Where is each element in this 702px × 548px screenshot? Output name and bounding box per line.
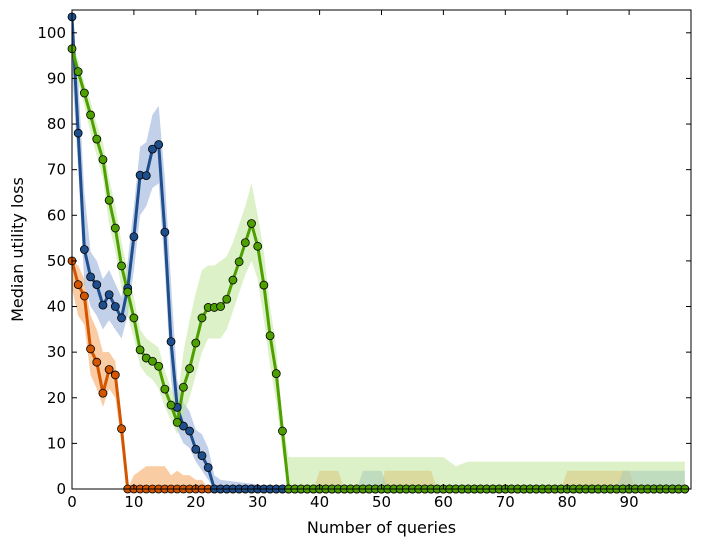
series-3-point [179,382,188,392]
series-1-point [79,291,89,301]
series-3-point [172,417,182,427]
series-2-point [166,337,176,347]
y-tick-label: 10 [47,434,66,452]
series-2-point [117,313,126,323]
x-tick-label: 80 [558,493,577,511]
series-3-point [154,361,164,371]
series-3-point [240,238,250,248]
y-tick-label: 40 [47,298,66,316]
x-axis-label: Number of queries [307,518,456,537]
x-tick-label: 30 [248,493,267,511]
series-3-point [234,257,244,267]
series-3-point [197,313,207,323]
series-3-point [129,313,139,323]
series-3-point [271,369,281,378]
series-2-point [110,302,120,311]
series-3-point [148,356,157,366]
y-tick-label: 60 [47,206,66,224]
series-3-point [247,219,256,228]
series-2-point [203,463,213,472]
series-3-point [265,331,275,341]
series-1-point [92,357,102,367]
y-tick-label: 0 [56,480,66,498]
x-tick-label: 10 [124,493,143,511]
series-2-point [148,144,157,154]
series-3-point [191,338,201,348]
series-3-point [110,223,120,233]
series-2-point [129,232,139,242]
y-tick-label: 80 [47,115,66,133]
series-1-point [110,370,120,380]
series-2-point [104,290,114,300]
x-tick-label: 90 [620,493,639,511]
series-3-point [86,110,95,120]
series-2-point [191,444,201,454]
series-2-line [72,16,685,489]
series-3-point [160,384,170,394]
series-3-point [166,400,176,410]
series-3-point [98,155,108,165]
series-3-point [228,275,238,285]
y-axis-label: Median utility loss [8,177,27,322]
series-1-point [104,365,114,374]
series-2-point [86,272,95,282]
series-3-band [72,41,685,489]
y-tick-label: 90 [47,69,66,87]
series-2-point [141,171,151,181]
series-2-point [98,300,108,310]
series-3-point [73,67,83,76]
series-2-point [73,128,83,138]
series-3-point [216,302,225,311]
series-3-point [259,280,269,290]
series-lines [72,16,685,489]
series-2-point [92,280,102,290]
uncertainty-bands [72,16,685,489]
series-1-point [117,424,126,434]
y-tick-label: 50 [47,252,66,270]
series-2-point [79,245,89,254]
series-2-point [197,451,207,461]
series-2-point [154,140,164,149]
x-tick-label: 70 [496,493,515,511]
series-3-point [222,294,232,304]
x-tick-label: 20 [186,493,205,511]
series-3-point [117,261,126,271]
y-tick-label: 70 [47,161,66,179]
x-tick-label: 60 [434,493,453,511]
y-tick-label: 20 [47,389,66,407]
y-tick-label: 30 [47,343,66,361]
series-2-point [185,426,195,436]
series-3-point [135,345,145,355]
x-tick-label: 50 [372,493,391,511]
series-3-point [92,134,102,144]
axis-ticks: 0 10 20 30 40 50 60 70 80 90 0 10 20 30 40 50 60 70 80 90 10… [37,10,691,511]
series-3-point [278,426,287,436]
series-3-line [72,48,685,489]
series-markers [67,12,690,494]
y-tick-label: 100 [37,24,66,42]
x-tick-label: 40 [310,493,329,511]
series-3-point [253,241,263,251]
series-2-point [160,227,170,237]
series-1-point [98,388,108,398]
x-tick-label: 0 [67,493,77,511]
series-3-point [123,287,133,297]
series-3-point [185,364,195,373]
series-2-band [72,16,685,489]
series-1-point [86,344,95,354]
series-3-point [104,195,114,205]
series-1-point [73,280,83,290]
series-3-point [79,88,89,98]
